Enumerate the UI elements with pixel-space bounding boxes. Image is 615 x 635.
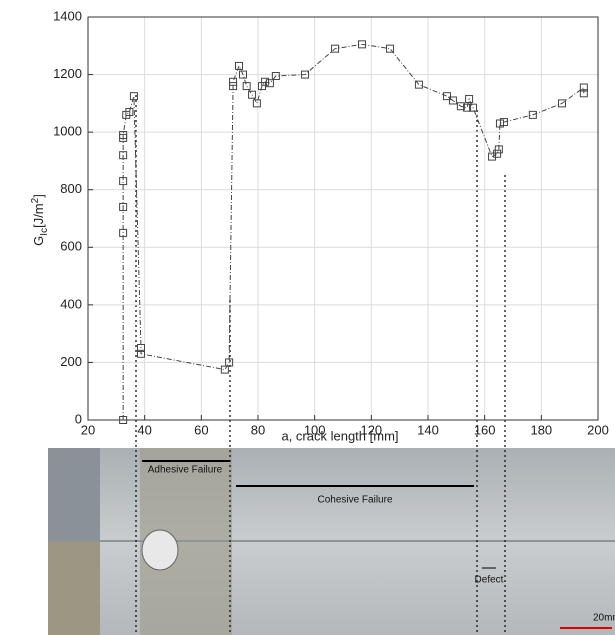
data-marker — [465, 95, 474, 104]
label-defect: Defect — [475, 575, 504, 586]
data-marker — [229, 82, 238, 91]
data-marker — [493, 149, 502, 158]
data-marker — [119, 151, 128, 160]
y-label-unit: [J/m — [31, 203, 46, 228]
x-tick-label: 20 — [81, 422, 95, 437]
data-marker — [456, 102, 465, 111]
y-label-end: ] — [31, 194, 46, 198]
y-label-main: G — [31, 236, 46, 246]
data-marker — [528, 110, 537, 119]
label-cohesive: Cohesive Failure — [317, 495, 392, 506]
y-label-sub: Ic — [39, 228, 50, 236]
data-marker — [235, 61, 244, 70]
data-marker — [129, 92, 138, 101]
data-marker — [119, 177, 128, 186]
data-marker — [488, 152, 497, 161]
y-tick-label: 200 — [60, 354, 82, 369]
y-tick-label: 600 — [60, 239, 82, 254]
y-tick-label: 400 — [60, 296, 82, 311]
y-tick-label: 1200 — [53, 66, 82, 81]
data-marker — [248, 90, 257, 99]
data-marker — [242, 82, 251, 91]
data-marker — [448, 96, 457, 105]
data-marker — [357, 40, 366, 49]
x-tick-label: 180 — [530, 422, 552, 437]
data-marker — [442, 92, 451, 101]
x-tick-label: 160 — [474, 422, 496, 437]
x-tick-label: 60 — [194, 422, 208, 437]
plot-area — [88, 17, 598, 420]
x-axis-label: a, crack length [mm] — [281, 428, 398, 443]
data-marker — [119, 228, 128, 237]
data-marker — [119, 202, 128, 211]
y-label-sup: 2 — [30, 197, 41, 203]
y-tick-label: 0 — [75, 411, 82, 426]
label-scale: 20mm — [593, 613, 615, 624]
data-marker — [136, 344, 145, 353]
y-axis-label: GIc[J/m2] — [30, 194, 50, 246]
data-marker — [469, 103, 478, 112]
data-marker — [463, 103, 472, 112]
data-marker — [136, 349, 145, 358]
data-marker — [331, 44, 340, 53]
x-tick-label: 40 — [137, 422, 151, 437]
specimen-photo: Adhesive Failure Cohesive Failure Defect… — [48, 448, 615, 635]
x-tick-label: 200 — [587, 422, 609, 437]
data-marker — [558, 99, 567, 108]
x-tick-label: 100 — [304, 422, 326, 437]
grip-bottom — [48, 540, 100, 635]
data-marker — [238, 70, 247, 79]
data-marker — [494, 145, 503, 154]
data-marker — [220, 365, 229, 374]
label-adhesive: Adhesive Failure — [148, 465, 223, 476]
data-marker — [261, 77, 270, 86]
data-marker — [229, 77, 238, 86]
y-tick-label: 800 — [60, 181, 82, 196]
data-marker — [386, 44, 395, 53]
data-marker — [225, 358, 234, 367]
y-tick-label: 1000 — [53, 124, 82, 139]
data-marker — [119, 416, 128, 424]
data-marker — [579, 83, 588, 92]
x-tick-label: 120 — [360, 422, 382, 437]
data-marker — [301, 70, 310, 79]
data-marker — [414, 80, 423, 89]
data-marker — [119, 131, 128, 140]
data-marker — [265, 79, 274, 88]
x-tick-label: 140 — [417, 422, 439, 437]
data-marker — [579, 89, 588, 98]
grip-top — [48, 448, 100, 540]
data-marker — [252, 99, 261, 108]
data-marker — [125, 107, 134, 116]
y-tick-label: 1400 — [53, 8, 82, 23]
axes-box — [87, 16, 599, 421]
data-marker — [499, 118, 508, 127]
hole — [141, 529, 179, 571]
data-marker — [271, 72, 280, 81]
x-tick-label: 80 — [251, 422, 265, 437]
